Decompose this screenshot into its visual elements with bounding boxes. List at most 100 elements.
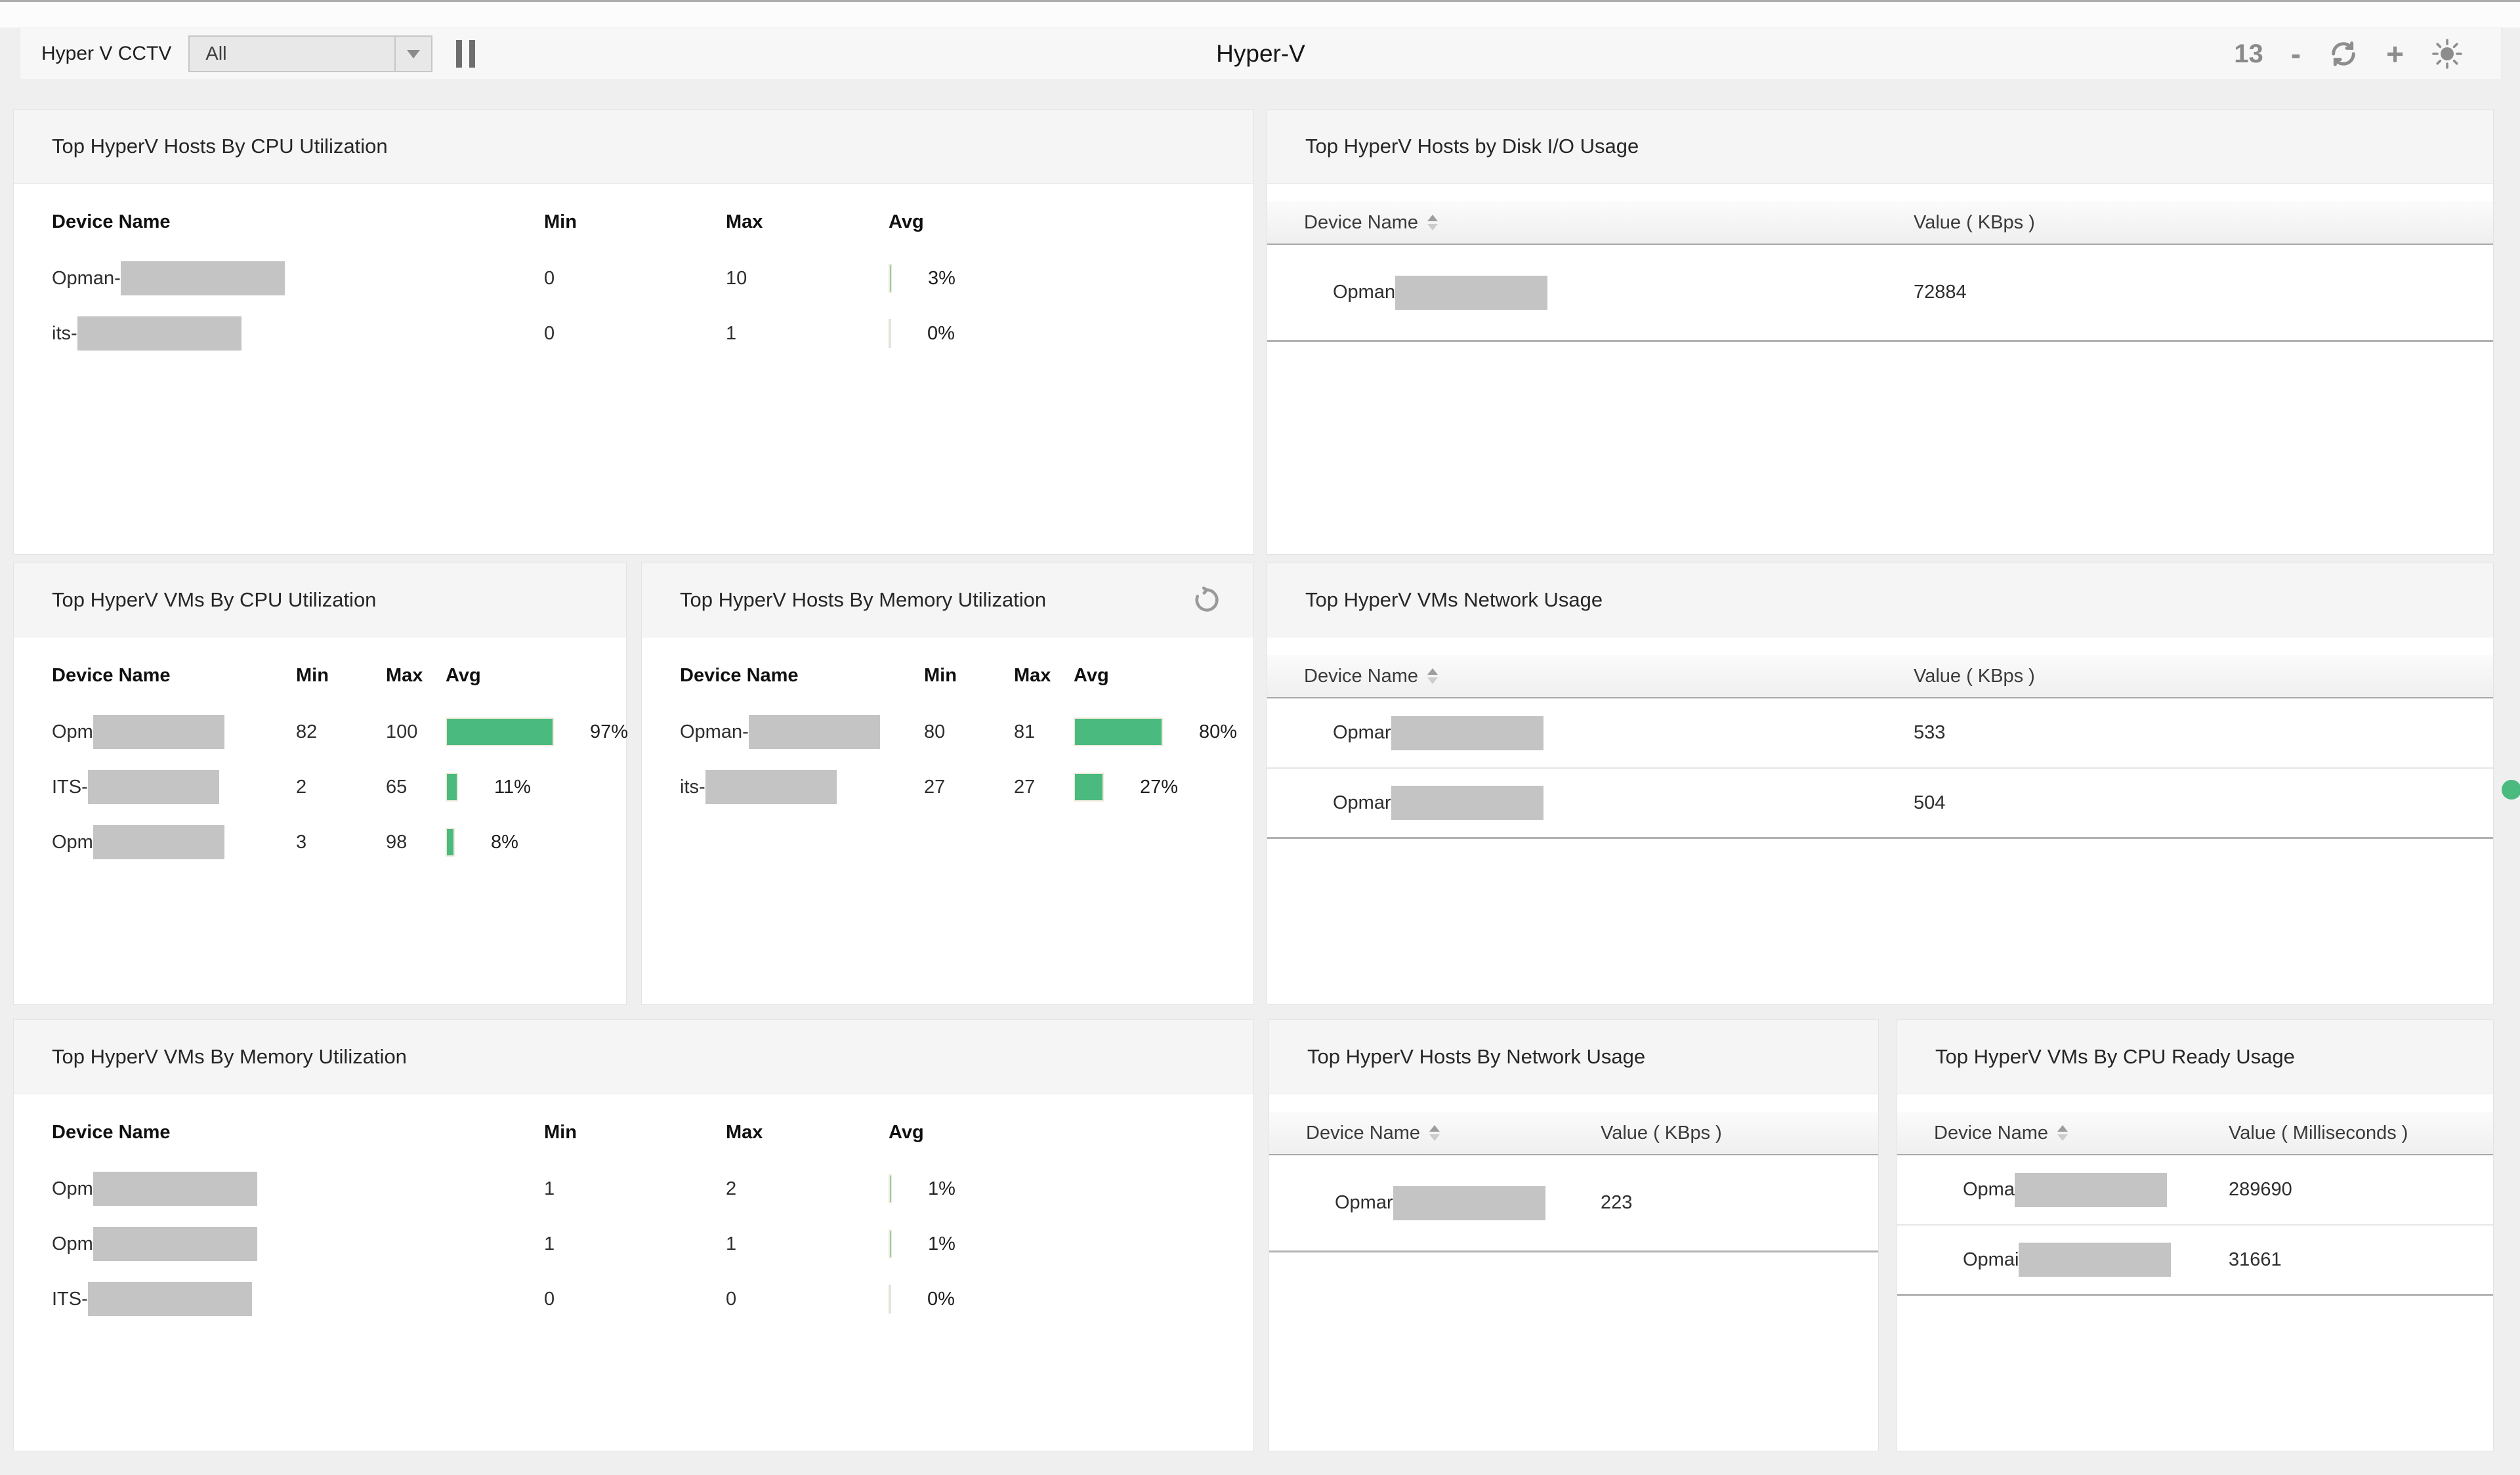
panel-header: Top HyperV VMs Network Usage [1267,563,2493,637]
redacted-device-name [705,770,837,804]
device-name-cell[interactable]: Opman- [52,261,544,295]
col-device-name-sortable[interactable]: Device Name [1269,1120,1601,1146]
panel-title: Top HyperV Hosts By CPU Utilization [52,135,388,158]
value-table: Device Name Value ( Milliseconds ) Opma … [1897,1112,2493,1296]
panel-header: Top HyperV VMs By CPU Utilization [14,563,626,637]
zoom-in-button[interactable]: + [2386,37,2404,71]
col-min: Min [544,211,577,232]
avg-percent: 1% [928,1178,956,1199]
avg-percent: 97% [590,721,629,742]
table-header-row: Device Name Value ( Milliseconds ) [1897,1112,2493,1155]
col-min: Min [924,664,957,686]
col-min: Min [544,1121,577,1143]
panel-title: Top HyperV VMs By CPU Utilization [52,588,377,611]
max-value: 1 [726,322,737,344]
table-row: Opmar 223 [1269,1155,1878,1252]
device-name-cell[interactable]: Opmai [1897,1243,2229,1277]
max-value: 1 [726,1233,737,1254]
table-row: Opmar 533 [1267,698,2493,769]
col-device-name: Device Name [52,1121,171,1143]
dropdown-arrow-box[interactable] [394,37,431,71]
panel-header: Top HyperV Hosts by Disk I/O Usage [1267,110,2493,184]
scope-filter-dropdown[interactable]: All [188,35,433,72]
col-device-name-sortable[interactable]: Device Name [1267,209,1914,236]
panel-header: Top HyperV Hosts By Network Usage [1269,1020,1878,1094]
min-value: 0 [544,1288,555,1310]
avg-cell: 8% [446,828,626,857]
device-name-cell[interactable]: Opma [1897,1172,2229,1207]
redacted-device-name [120,261,285,295]
panel-vms-cpu-utilization: Top HyperV VMs By CPU Utilization Device… [13,563,629,1005]
pause-icon [469,40,476,68]
col-device-name-sortable[interactable]: Device Name [1897,1120,2229,1146]
window-top-strip [0,0,2520,28]
device-name-cell[interactable]: Opmar [1267,716,1914,750]
avg-cell: 0% [889,319,1253,348]
device-name-cell[interactable]: Opm [52,825,296,859]
table-header-row: Device Name Min Max Avg [52,201,1253,243]
panel-title: Top HyperV VMs Network Usage [1305,588,1603,611]
chevron-down-icon [407,49,421,65]
panel-title: Top HyperV VMs By Memory Utilization [52,1045,407,1068]
avg-bar [1074,717,1163,746]
avg-percent: 0% [927,1288,955,1310]
panel-header: Top HyperV Hosts By Memory Utilization [642,563,1253,637]
table-row: Opmai 31661 [1897,1226,2493,1296]
table-header-row: Device Name Value ( KBps ) [1267,655,2493,698]
device-name-cell[interactable]: its- [52,316,544,351]
value-table: Device Name Value ( KBps ) Opmar 533 Opm… [1267,655,2493,839]
table-row: Opm 1 1 1% [52,1216,1253,1272]
device-name-prefix: its- [680,776,705,798]
device-name-cell[interactable]: Opmar [1269,1186,1601,1220]
widget-reload-button[interactable] [1192,585,1222,615]
pause-slideshow-button[interactable] [456,40,476,68]
device-name-prefix: Opmar [1333,722,1391,743]
panel-hosts-network-usage: Top HyperV Hosts By Network Usage Device… [1269,1019,1879,1451]
edge-action-dot[interactable] [2502,780,2520,800]
table-row: ITS- 0 0 0% [52,1272,1253,1327]
device-name-cell[interactable]: Opm [52,1172,544,1206]
table-row: Opma 289690 [1897,1155,2493,1226]
device-name-cell[interactable]: Opm [52,1227,544,1261]
device-name-cell[interactable]: ITS- [52,770,296,804]
sort-icon [1427,209,1438,236]
table-header-row: Device Name Min Max Avg [52,1111,1253,1153]
device-name-cell[interactable]: Opman- [680,715,924,749]
device-name-cell[interactable]: Opmar [1267,786,1914,820]
min-value: 27 [924,776,946,798]
avg-percent: 8% [491,831,518,853]
minmax-table: Device Name Min Max Avg Opm 1 2 1% Opm 1… [14,1094,1253,1327]
refresh-button[interactable] [2328,39,2359,69]
zoom-out-button[interactable]: - [2290,37,2301,71]
avg-bar [446,773,458,802]
max-value: 0 [726,1288,737,1310]
col-device-name: Device Name [1306,1122,1421,1144]
value-table: Device Name Value ( KBps ) Opman 72884 [1267,202,2493,342]
device-name-cell[interactable]: Opm [52,715,296,749]
app-bar: Hyper V CCTV All Hyper-V 13 - + [20,28,2502,80]
redacted-device-name [2019,1243,2172,1277]
page-title: Hyper-V [1216,40,1305,67]
value-cell: 31661 [2229,1249,2282,1270]
avg-percent: 11% [494,776,531,798]
col-device-name: Device Name [52,211,171,232]
col-max: Max [726,211,763,232]
avg-cell: 3% [889,264,1253,293]
col-device-name-sortable[interactable]: Device Name [1267,663,1914,689]
avg-bar [446,828,455,857]
value-cell: 504 [1914,792,1946,813]
device-name-cell[interactable]: its- [680,770,924,804]
table-row: Opm 1 2 1% [52,1161,1253,1216]
device-name-cell[interactable]: ITS- [52,1282,544,1316]
col-device-name: Device Name [1304,211,1419,233]
table-row: Opmar 504 [1267,769,2493,839]
panel-hosts-memory-utilization: Top HyperV Hosts By Memory Utilization D… [641,563,1254,1005]
min-value: 80 [924,721,946,742]
brightness-button[interactable] [2431,38,2463,70]
device-name-prefix: Opm [52,721,93,742]
device-name-cell[interactable]: Opman [1267,275,1914,310]
table-row: Opman- 0 10 3% [52,251,1253,306]
dashboard-name-label: Hyper V CCTV [41,43,172,64]
value-cell: 223 [1601,1192,1633,1213]
